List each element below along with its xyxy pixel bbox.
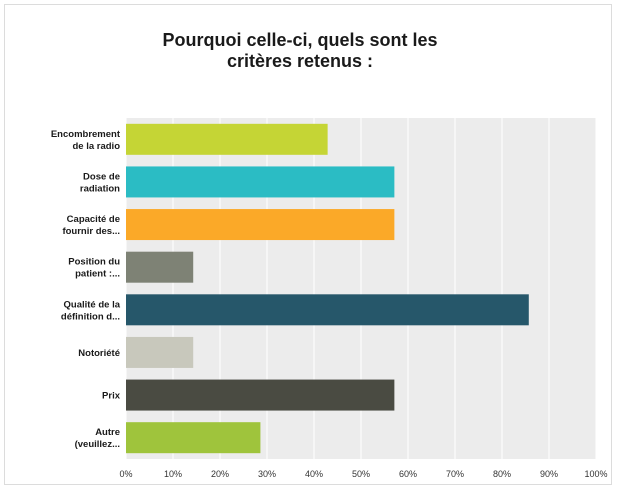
- x-tick-label: 30%: [258, 469, 276, 479]
- x-tick-labels: 0% 10% 20% 30% 40% 50% 60% 70% 80% 90% 100%: [119, 469, 607, 479]
- category-label: Dose de radiation: [80, 171, 120, 194]
- x-tick-label: 40%: [305, 469, 323, 479]
- x-tick-label: 100%: [584, 469, 607, 479]
- category-label: Position du patient :...: [68, 257, 120, 280]
- category-label: Qualité de la définition d...: [61, 299, 121, 322]
- bar: [126, 252, 193, 283]
- category-labels: Encombrement de la radio Dose de radiation C…: [51, 129, 121, 450]
- category-label: Prix: [102, 391, 121, 402]
- x-tick-label: 50%: [352, 469, 370, 479]
- x-tick-label: 10%: [164, 469, 182, 479]
- bar: [126, 209, 394, 240]
- x-tick-label: 90%: [540, 469, 558, 479]
- bar: [126, 380, 394, 411]
- bar: [126, 422, 260, 453]
- bar: [126, 337, 193, 368]
- x-tick-label: 80%: [493, 469, 511, 479]
- bar: [126, 294, 529, 325]
- category-label: Notoriété: [78, 348, 120, 359]
- x-tick-label: 0%: [119, 469, 132, 479]
- x-tick-label: 70%: [446, 469, 464, 479]
- category-label: Autre (veuillez...: [75, 427, 120, 450]
- category-label: Encombrement de la radio: [51, 129, 121, 152]
- category-label: Capacité de fournir des...: [62, 214, 120, 237]
- x-tick-label: 60%: [399, 469, 417, 479]
- x-tick-label: 20%: [211, 469, 229, 479]
- bar: [126, 166, 394, 197]
- bar: [126, 124, 328, 155]
